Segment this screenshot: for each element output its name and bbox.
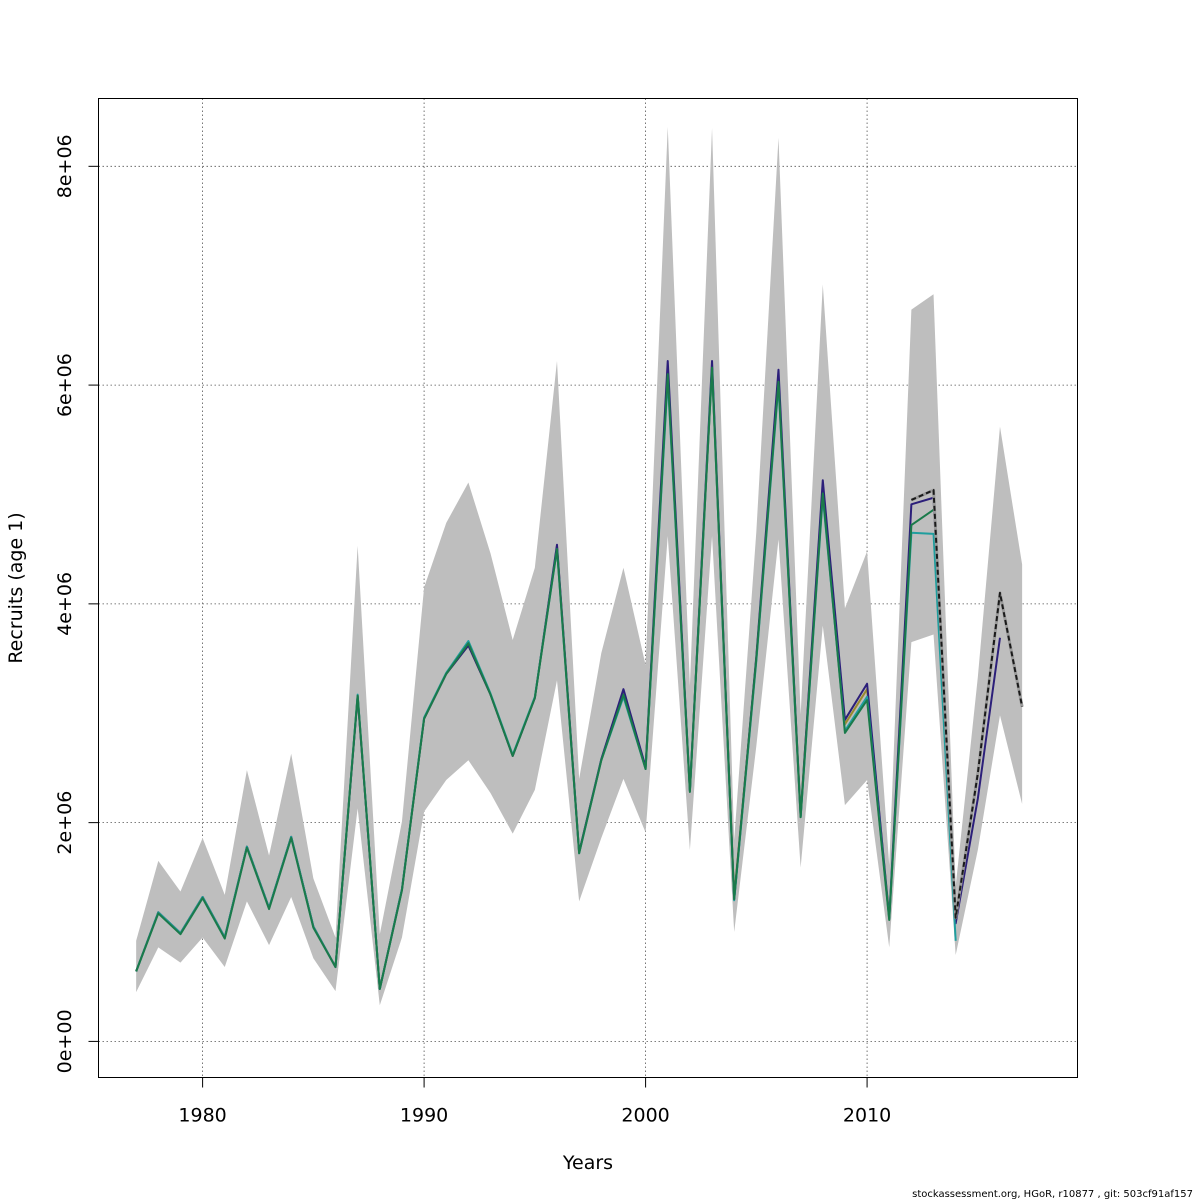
series-line-4 <box>910 489 1024 919</box>
y-tick-label: 0e+00 <box>54 1009 76 1073</box>
y-tick-label: 6e+06 <box>54 353 76 417</box>
y-tick-label: 2e+06 <box>54 791 76 855</box>
series-layer <box>135 360 1024 990</box>
x-tick-label: 2010 <box>843 1105 891 1127</box>
y-axis: 0e+00 2e+06 4e+06 6e+06 8e+06 <box>54 134 99 1073</box>
y-tick-label: 4e+06 <box>54 572 76 636</box>
x-axis-title: Years <box>562 1152 613 1174</box>
confidence-band-layer <box>136 126 1023 1006</box>
series-line-3 <box>135 366 935 990</box>
confidence-band <box>136 126 1023 1006</box>
x-tick-label: 1990 <box>400 1105 448 1127</box>
y-axis-title: Recruits (age 1) <box>5 512 27 663</box>
x-axis: 1980 1990 2000 2010 <box>178 1077 891 1127</box>
y-tick-label: 8e+06 <box>54 134 76 198</box>
x-tick-label: 1980 <box>178 1105 226 1127</box>
x-tick-label: 2000 <box>621 1105 669 1127</box>
footer-credit: stockassessment.org, HGoR, r10877 , git:… <box>912 1189 1193 1200</box>
